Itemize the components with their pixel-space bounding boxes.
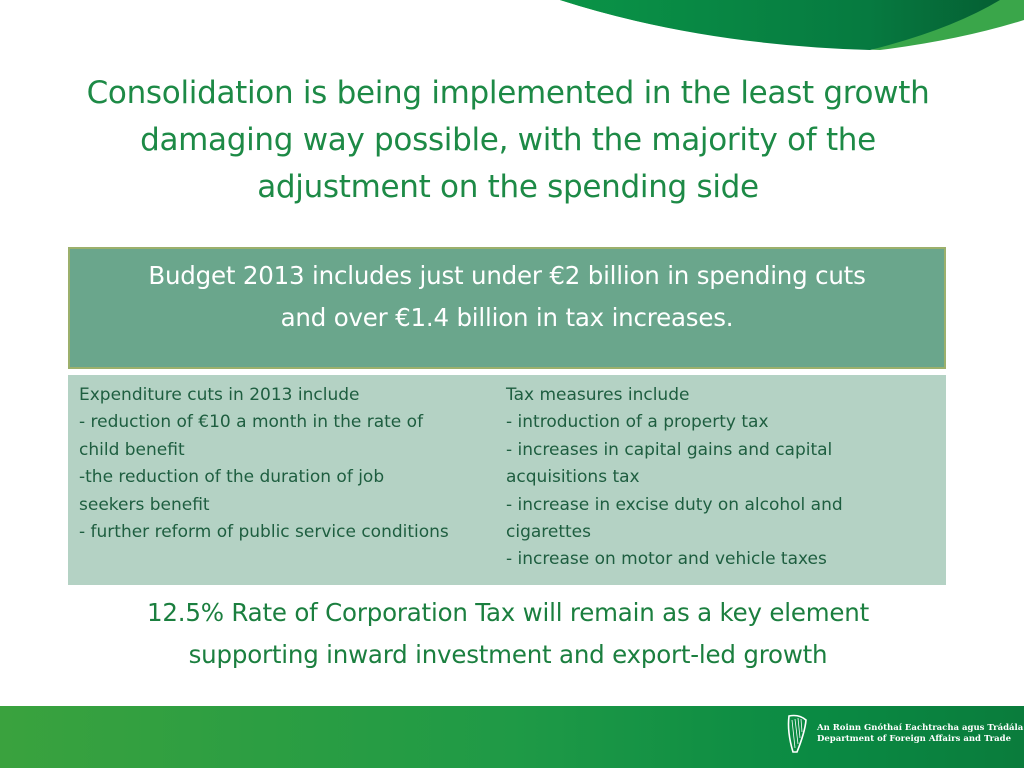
conclusion-line-2: supporting inward investment and export-… — [188, 640, 828, 669]
tax-line: - increase in excise duty on alcohol and — [506, 494, 843, 515]
slide-title: Consolidation is being implemented in th… — [86, 75, 930, 205]
conclusion-line-1: 12.5% Rate of Corporation Tax will remai… — [146, 598, 870, 627]
summary-line-2: and over €1.4 billion in tax increases. — [280, 303, 734, 332]
expenditure-line: - reduction of €10 a month in the rate o… — [79, 412, 424, 433]
tax-line: - introduction of a property tax — [506, 412, 769, 433]
corporation-tax-statement: 12.5% Rate of Corporation Tax will remai… — [60, 592, 956, 676]
tax-heading: Tax measures include — [506, 385, 690, 405]
tax-line: acquisitions tax — [506, 467, 640, 488]
expenditure-line: seekers benefit — [79, 494, 210, 515]
tax-line: - increase on motor and vehicle taxes — [506, 549, 827, 570]
footer-bar — [0, 706, 1024, 768]
harp-icon — [787, 714, 807, 753]
expenditure-cuts-list: Expenditure cuts in 2013 include - reduc… — [79, 382, 499, 546]
expenditure-line: - further reform of public service condi… — [79, 522, 449, 543]
logo-irish-text: An Roinn Gnóthaí Eachtracha agus Trádála — [817, 723, 1024, 733]
department-logo: An Roinn Gnóthaí Eachtracha agus Trádála… — [785, 712, 1023, 756]
expenditure-line: -the reduction of the duration of job — [79, 467, 385, 488]
summary-line-1: Budget 2013 includes just under €2 billi… — [148, 261, 866, 290]
logo-english-text: Department of Foreign Affairs and Trade — [817, 734, 1011, 744]
expenditure-heading: Expenditure cuts in 2013 include — [79, 385, 360, 405]
tax-line: cigarettes — [506, 522, 591, 543]
budget-summary-box: Budget 2013 includes just under €2 billi… — [68, 247, 946, 369]
expenditure-line: child benefit — [79, 439, 185, 460]
decorative-swoosh — [560, 0, 1024, 50]
tax-measures-list: Tax measures include - introduction of a… — [506, 382, 926, 574]
measures-detail-box: Expenditure cuts in 2013 include - reduc… — [68, 375, 946, 585]
tax-line: - increases in capital gains and capital — [506, 439, 833, 460]
